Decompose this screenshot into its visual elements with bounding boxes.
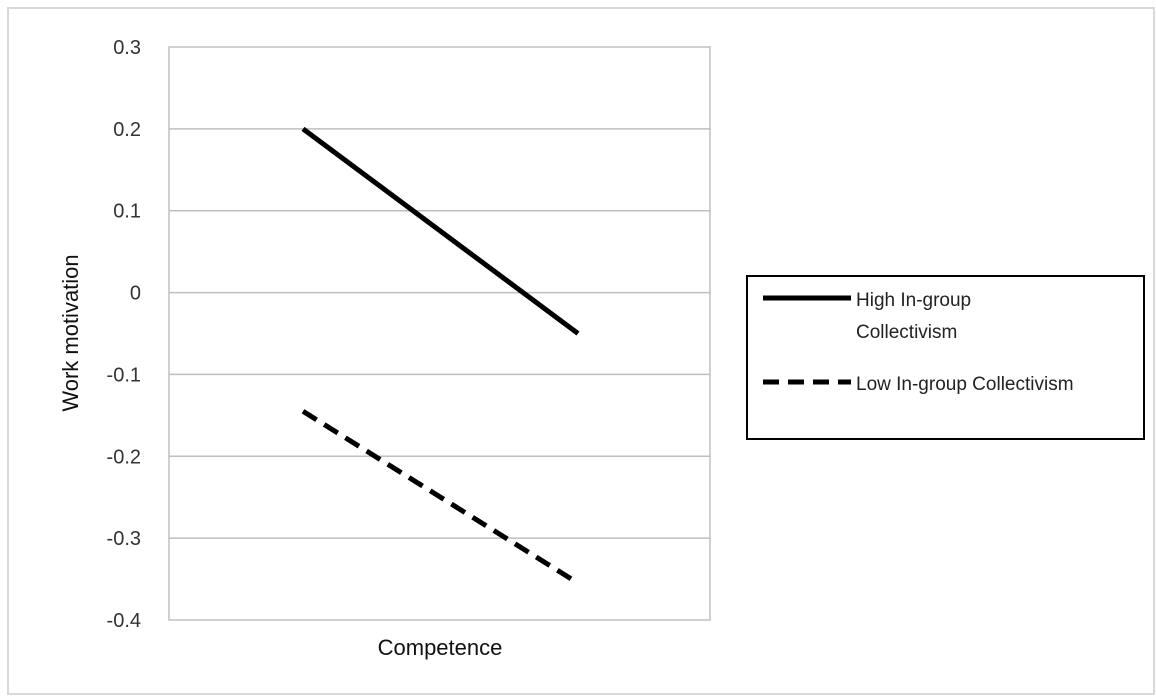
figure-border [7,7,1155,695]
y-tick-label: -0.3 [107,528,141,550]
y-tick-label: 0.2 [113,119,141,141]
y-tick-label: -0.1 [107,364,141,386]
legend-label: Low In-group Collectivism [856,374,1074,395]
y-tick-label: -0.2 [107,446,141,468]
legend-box [746,275,1145,440]
y-tick-labels: 0.3 0.2 0.1 0 -0.1 -0.2 -0.3 -0.4 [107,37,141,632]
y-axis-title: Work motivation [58,254,83,411]
plot-area [168,46,711,621]
legend-label: High In-group [856,290,971,311]
y-tick-label: 0 [130,283,141,305]
series-lines [301,126,580,586]
y-tick-label: 0.1 [113,201,141,223]
series-line-high-collectivism [301,126,580,336]
legend-label: Collectivism [856,322,957,343]
x-axis-title: Competence [378,635,503,660]
y-tick-label: 0.3 [113,37,141,59]
legend: High In-group Collectivism Low In-group Co… [746,275,1145,440]
gridlines [169,128,710,539]
y-tick-label: -0.4 [107,610,141,632]
series-line-low-collectivism [301,409,580,586]
